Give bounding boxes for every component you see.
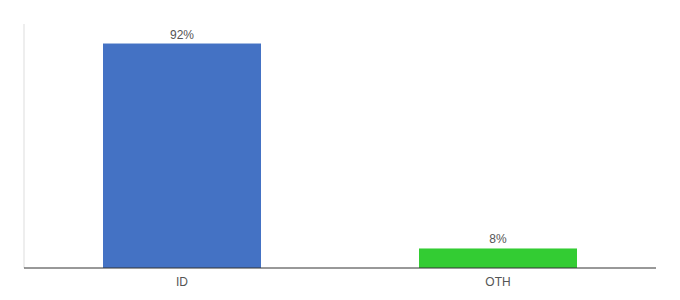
x-axis-line — [24, 268, 656, 269]
y-axis-line — [24, 24, 25, 268]
chart: 92% 8% ID OTH — [0, 0, 680, 300]
x-tick-label: ID — [176, 275, 188, 289]
data-label: 92% — [170, 28, 194, 42]
bar — [419, 248, 577, 268]
x-tick-label: OTH — [485, 275, 510, 289]
bars — [103, 44, 577, 268]
chart-container: 92% 8% ID OTH — [0, 0, 680, 300]
bar — [103, 44, 261, 268]
data-label: 8% — [489, 232, 507, 246]
